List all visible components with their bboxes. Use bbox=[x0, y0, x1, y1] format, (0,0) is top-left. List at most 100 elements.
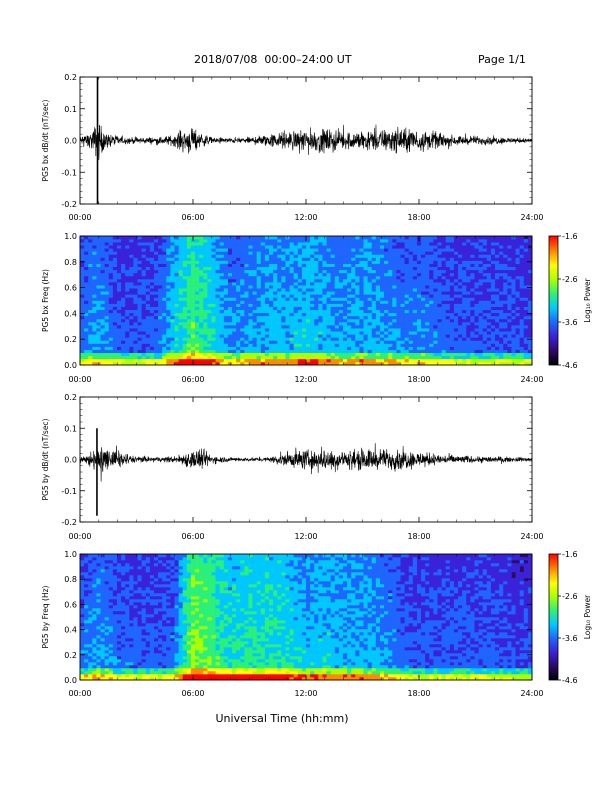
heatmap-cell bbox=[495, 288, 500, 292]
heatmap-cell bbox=[334, 251, 340, 255]
heatmap-cell bbox=[277, 334, 282, 338]
heatmap-cell bbox=[433, 251, 438, 255]
heatmap-cell bbox=[244, 340, 249, 344]
heatmap-cell bbox=[318, 328, 323, 332]
x-tick-label: 06:00 bbox=[181, 375, 204, 384]
heatmap-cell bbox=[153, 334, 159, 338]
heatmap-cell bbox=[527, 318, 533, 323]
heatmap-cell bbox=[100, 349, 105, 354]
heatmap-cell bbox=[133, 236, 138, 240]
heatmap-cell bbox=[153, 361, 159, 366]
heatmap-cell bbox=[523, 263, 529, 268]
heatmap-cell bbox=[433, 334, 438, 338]
heatmap-cell bbox=[248, 257, 253, 261]
heatmap-cell bbox=[433, 331, 438, 335]
heatmap-cell bbox=[314, 340, 319, 344]
heatmap-cell bbox=[486, 346, 492, 350]
heatmap-cell bbox=[252, 318, 257, 323]
heatmap-cell bbox=[425, 257, 430, 261]
heatmap-cell bbox=[158, 263, 163, 268]
heatmap-cell bbox=[375, 263, 381, 268]
heatmap-cell bbox=[351, 282, 356, 286]
heatmap-cell bbox=[437, 303, 442, 307]
heatmap-cell bbox=[190, 300, 196, 304]
heatmap-cell bbox=[355, 242, 360, 246]
heatmap-cell bbox=[367, 312, 373, 317]
heatmap-cell bbox=[178, 300, 184, 304]
heatmap-cell bbox=[199, 358, 204, 363]
heatmap-cell bbox=[223, 245, 229, 249]
heatmap-cell bbox=[490, 312, 496, 317]
heatmap-cell bbox=[342, 352, 348, 357]
heatmap-cell bbox=[318, 245, 323, 249]
heatmap-cell bbox=[347, 245, 352, 249]
heatmap-cell bbox=[293, 340, 299, 344]
heatmap-cell bbox=[396, 322, 401, 326]
heatmap-cell bbox=[392, 300, 397, 304]
heatmap-cell bbox=[355, 263, 360, 268]
heatmap-cell bbox=[80, 563, 85, 567]
heatmap-cell bbox=[495, 248, 500, 252]
heatmap-cell bbox=[219, 236, 225, 240]
heatmap-cell bbox=[264, 334, 270, 338]
heatmap-cell bbox=[478, 309, 483, 314]
heatmap-cell bbox=[256, 331, 262, 335]
heatmap-cell bbox=[429, 263, 434, 268]
heatmap-cell bbox=[384, 315, 389, 320]
heatmap-cell bbox=[252, 269, 257, 274]
heatmap-cell bbox=[84, 322, 89, 326]
heatmap-cell bbox=[211, 266, 216, 271]
heatmap-cell bbox=[88, 306, 93, 311]
heatmap-cell bbox=[490, 248, 496, 252]
heatmap-cell bbox=[486, 288, 492, 292]
heatmap-cell bbox=[441, 260, 447, 264]
heatmap-cell bbox=[499, 346, 504, 350]
heatmap-cell bbox=[125, 303, 130, 307]
heatmap-cell bbox=[519, 355, 525, 360]
heatmap-cell bbox=[478, 285, 483, 289]
heatmap-cell bbox=[478, 322, 483, 326]
heatmap-cell bbox=[326, 257, 331, 261]
heatmap-cell bbox=[84, 285, 89, 289]
heatmap-cell bbox=[84, 312, 89, 317]
heatmap-cell bbox=[223, 257, 229, 261]
heatmap-cell bbox=[269, 346, 274, 350]
heatmap-cell bbox=[507, 300, 512, 304]
heatmap-cell bbox=[162, 288, 167, 292]
heatmap-cell bbox=[486, 242, 492, 246]
heatmap-cell bbox=[84, 318, 89, 323]
heatmap-cell bbox=[445, 325, 451, 329]
heatmap-cell bbox=[363, 309, 368, 314]
heatmap-cell bbox=[289, 325, 294, 329]
heatmap-cell bbox=[199, 257, 204, 261]
heatmap-cell bbox=[425, 318, 430, 323]
heatmap-cell bbox=[408, 239, 414, 243]
heatmap-cell bbox=[186, 306, 192, 311]
heatmap-cell bbox=[96, 300, 101, 304]
heatmap-cell bbox=[351, 349, 356, 354]
heatmap-cell bbox=[338, 236, 344, 240]
heatmap-cell bbox=[178, 288, 184, 292]
heatmap-cell bbox=[104, 361, 110, 366]
heatmap-cell bbox=[490, 272, 496, 277]
heatmap-cell bbox=[203, 318, 208, 323]
heatmap-cell bbox=[182, 361, 188, 366]
heatmap-cell bbox=[125, 343, 130, 347]
heatmap-cell bbox=[129, 245, 134, 249]
heatmap-cell bbox=[507, 361, 512, 366]
heatmap-cell bbox=[334, 248, 340, 252]
heatmap-cell bbox=[425, 279, 430, 283]
heatmap-cell bbox=[306, 343, 311, 347]
heatmap-cell bbox=[318, 266, 323, 271]
heatmap-cell bbox=[412, 285, 418, 289]
heatmap-cell bbox=[527, 309, 533, 314]
heatmap-cell bbox=[166, 279, 171, 283]
heatmap-cell bbox=[458, 269, 463, 274]
heatmap-cell bbox=[421, 306, 426, 311]
heatmap-cell bbox=[80, 650, 85, 654]
heatmap-cell bbox=[80, 623, 85, 627]
heatmap-cell bbox=[490, 343, 496, 347]
heatmap-cell bbox=[190, 269, 196, 274]
heatmap-cell bbox=[330, 236, 336, 240]
heatmap-cell bbox=[92, 300, 97, 304]
